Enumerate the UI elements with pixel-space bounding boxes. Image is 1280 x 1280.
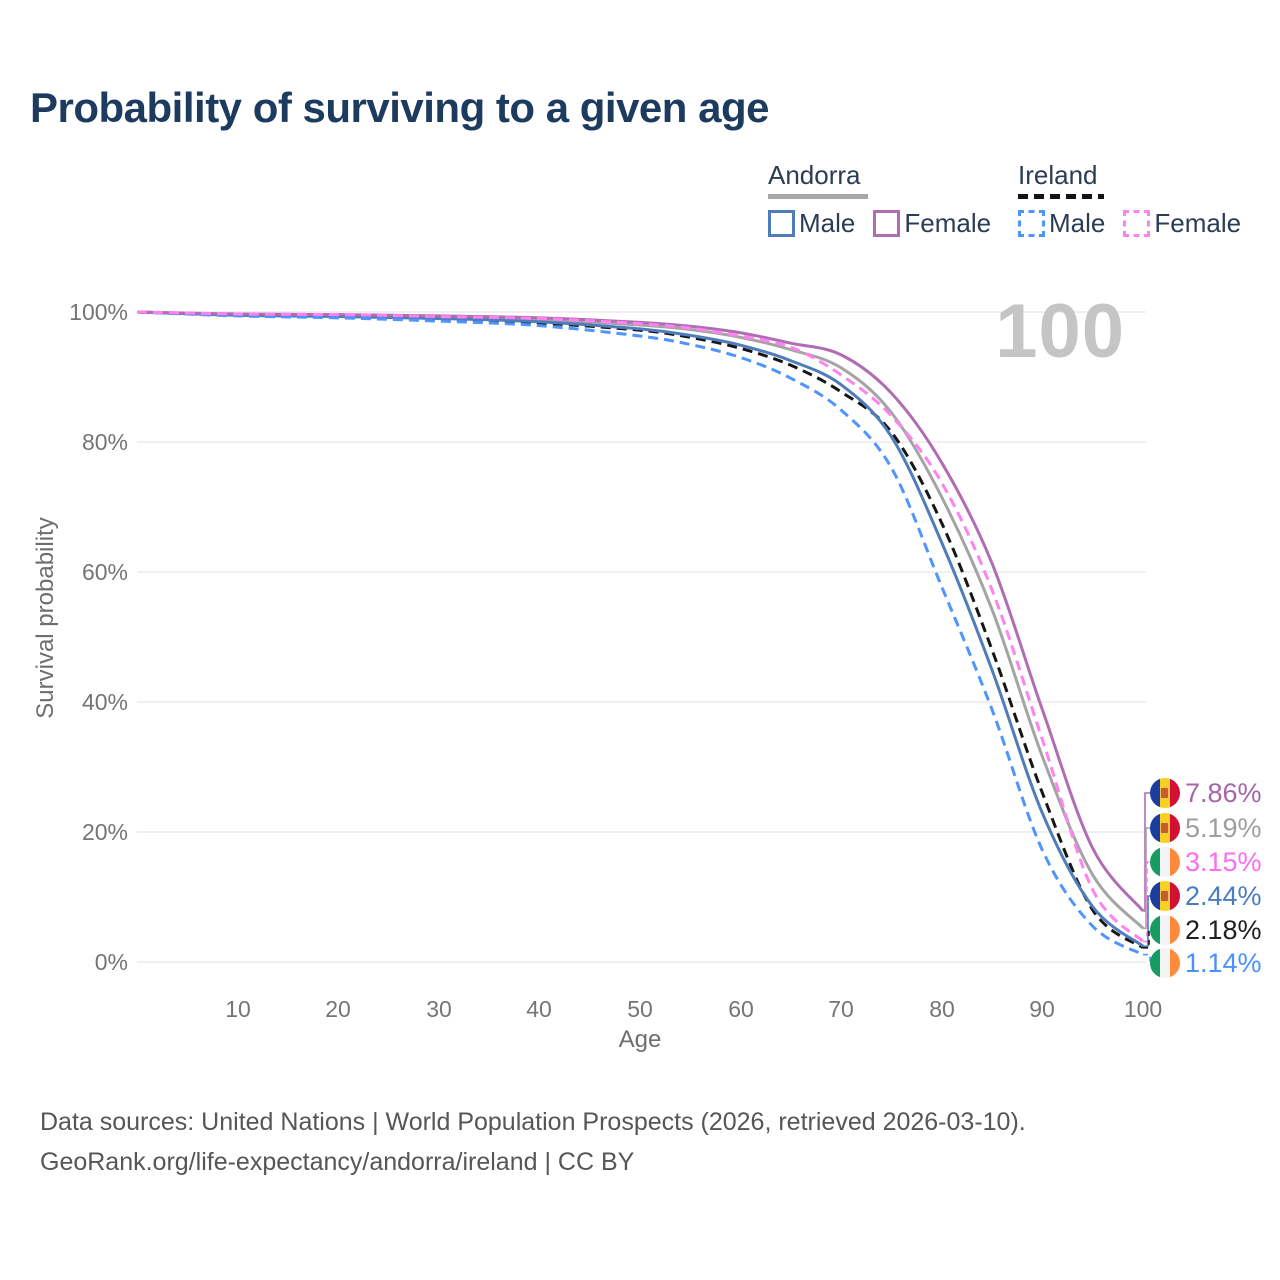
end-connector-andorra-male [1143,895,1150,947]
y-tick: 0% [94,949,128,975]
x-tick: 20 [325,996,351,1022]
age-watermark: 100 [995,289,1125,374]
legend-group-andorra: Andorra Male Female [768,160,1009,239]
end-connector-ireland-total [1143,929,1150,949]
legend-country-andorra: Andorra [768,160,861,190]
y-tick: 40% [81,689,128,715]
x-tick: 50 [627,996,653,1022]
legend-item-andorra-female[interactable]: Female [904,208,992,238]
legend-swatch-andorra-male-icon[interactable] [768,210,795,237]
data-sources-text: Data sources: United Nations | World Pop… [40,1108,1026,1136]
end-connector-andorra-total [1143,827,1150,930]
legend-swatch-ireland-male-icon[interactable] [1018,210,1045,237]
legend-item-ireland-male[interactable]: Male [1049,208,1106,238]
legend-linestyle-dashed-sample [1018,194,1104,199]
series-line-ireland-total[interactable] [136,310,1144,950]
end-connector-ireland-female [1143,861,1150,943]
x-axis-title: Age [618,1026,662,1053]
y-axis-title: Survival probability [32,517,59,719]
y-tick: 20% [81,819,128,845]
legend-group-ireland: Ireland Male Female [1018,160,1259,239]
legend-linestyle-solid-sample [768,194,868,199]
legend-item-ireland-female[interactable]: Female [1154,208,1242,238]
end-connector-andorra-female [1143,792,1150,912]
legend-item-andorra-male[interactable]: Male [799,208,856,238]
x-tick: 80 [929,996,955,1022]
x-tick: 90 [1029,996,1055,1022]
series-line-andorra-male[interactable] [136,310,1144,948]
y-tick: 80% [81,429,128,455]
series-line-andorra-total[interactable] [136,310,1145,930]
legend-swatch-andorra-female-icon[interactable] [873,210,901,237]
x-tick: 10 [225,996,251,1022]
series-line-ireland-male[interactable] [136,310,1144,956]
page-title: Probability of surviving to a given age [30,84,769,131]
y-tick: 60% [81,559,128,585]
y-tick: 100% [69,299,128,325]
x-tick: 30 [426,996,452,1022]
x-tick: 70 [828,996,854,1022]
x-tick: 100 [1123,996,1163,1022]
series-line-ireland-female[interactable] [136,310,1145,943]
x-tick: 40 [526,996,552,1022]
x-tick: 60 [728,996,754,1022]
legend-country-ireland: Ireland [1018,160,1098,190]
legend-swatch-ireland-female-icon[interactable] [1123,210,1151,237]
source-url-text[interactable]: GeoRank.org/life-expectancy/andorra/irel… [40,1148,635,1176]
